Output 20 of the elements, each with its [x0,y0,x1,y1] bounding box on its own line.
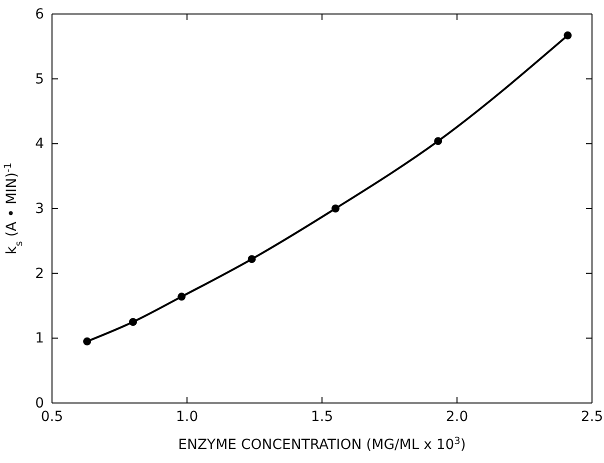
y-tick-label: 2 [35,266,44,282]
x-tick-label: 0.5 [40,408,64,425]
point [178,292,186,301]
x-tick-label: 1.0 [176,408,198,425]
point [434,137,442,146]
y-tick-label: 4 [35,136,44,152]
x-axis-title: ENZYME CONCENTRATION (MG/ML x 10$^{3}$) [178,436,466,453]
x-tick-label: 2.5 [580,408,604,425]
y-tick-label: 3 [35,200,44,217]
x-tick-label: 2.0 [446,408,468,425]
point [332,204,340,212]
y-tick-label: 0 [35,395,44,412]
y-tick-label: 6 [35,6,44,22]
x-tick-label: 1.5 [310,408,334,425]
y-tick-label: 1 [35,330,44,347]
point [83,337,92,346]
y-tick-label: 5 [35,71,44,88]
point [564,31,572,40]
point [129,318,137,326]
point [248,255,256,264]
